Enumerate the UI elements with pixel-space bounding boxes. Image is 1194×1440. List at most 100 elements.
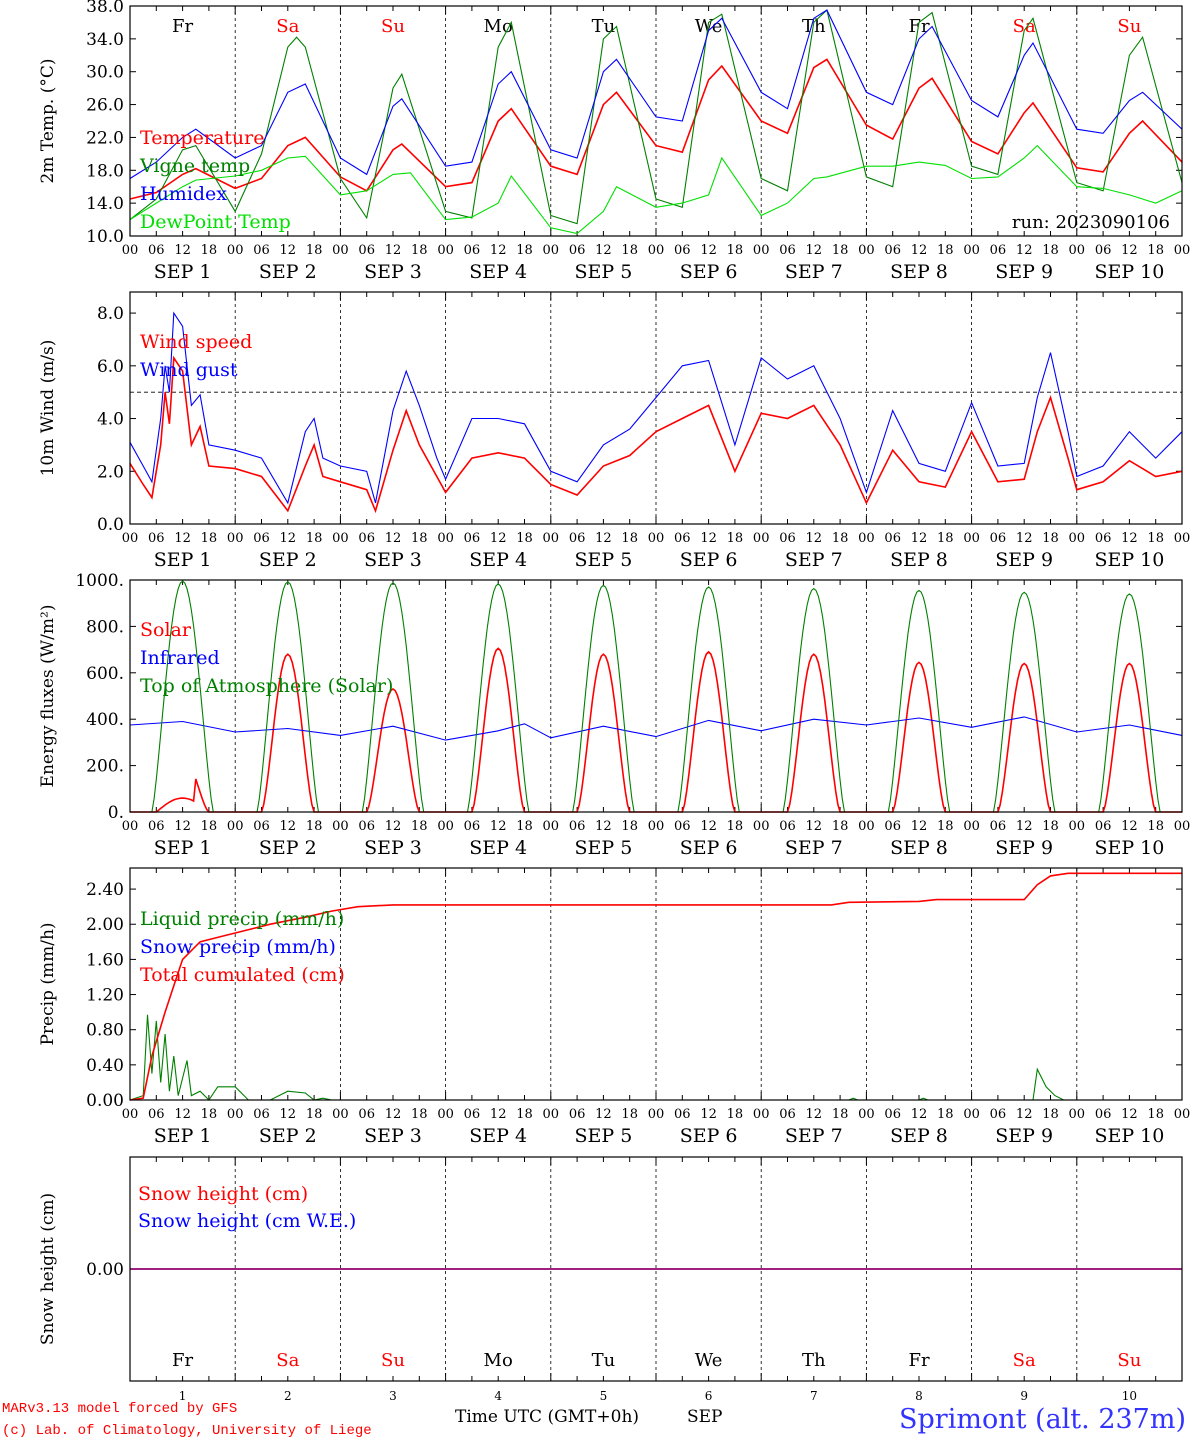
hour-tick-label: 00 (227, 819, 244, 834)
hour-tick-label: 12 (595, 819, 612, 834)
day-name: Su (1117, 1350, 1141, 1371)
hour-tick-label: 18 (937, 531, 954, 546)
hour-tick-label: 00 (1069, 243, 1086, 258)
date-label: SEP 3 (364, 1125, 422, 1147)
hour-tick-label: 00 (1069, 1107, 1086, 1122)
series-line (129, 716, 1183, 741)
hour-tick-label: 18 (1147, 243, 1164, 258)
hour-tick-label: 12 (911, 243, 928, 258)
hour-tick-label: 12 (700, 1107, 717, 1122)
day-name: Fr (172, 1350, 193, 1371)
date-label: SEP 2 (259, 1125, 317, 1147)
hour-tick-label: 06 (990, 243, 1007, 258)
y-tick-label: 400. (86, 710, 124, 730)
hour-tick-label: 06 (990, 531, 1007, 546)
date-label: SEP 10 (1094, 261, 1164, 283)
series-line (129, 1014, 1182, 1101)
date-label: SEP 3 (364, 837, 422, 859)
hour-tick-label: 06 (674, 243, 691, 258)
hour-tick-label: 00 (227, 243, 244, 258)
hour-tick-label: 12 (911, 1107, 928, 1122)
legend-entry: Infrared (140, 647, 220, 669)
day-name: Su (381, 1350, 405, 1371)
hour-tick-label: 00 (543, 819, 560, 834)
hour-tick-label: 00 (1069, 531, 1086, 546)
plot-frame (129, 1156, 1183, 1382)
hour-tick-label: 06 (358, 243, 375, 258)
y-tick-label: 2.00 (86, 915, 124, 935)
hour-tick-label: 18 (1042, 819, 1059, 834)
footer-day-number: 3 (389, 1389, 397, 1403)
hour-tick-label: 00 (437, 531, 454, 546)
hour-tick-label: 00 (332, 531, 349, 546)
legend-entry: Solar (140, 619, 192, 641)
day-name: Su (1117, 16, 1141, 37)
y-tick-label: 0.00 (86, 1260, 124, 1280)
hour-tick-label: 06 (464, 531, 481, 546)
hour-tick-label: 18 (937, 243, 954, 258)
date-label: SEP 4 (469, 261, 527, 283)
hour-tick-label: 00 (1174, 531, 1191, 546)
legend-entry: Wind gust (140, 359, 238, 381)
y-axis-title: 2m Temp. (°C) (38, 58, 58, 183)
hour-tick-label: 06 (779, 531, 796, 546)
hour-tick-label: 12 (1016, 819, 1033, 834)
y-tick-label: 18.0 (86, 161, 124, 181)
hour-tick-label: 06 (569, 243, 586, 258)
hour-tick-label: 18 (832, 531, 849, 546)
hour-tick-label: 00 (1174, 819, 1191, 834)
date-label: SEP 3 (364, 549, 422, 571)
y-tick-label: 30.0 (86, 63, 124, 83)
day-name: Su (381, 16, 405, 37)
y-tick-label: 2.0 (97, 462, 124, 482)
hour-tick-label: 12 (490, 531, 507, 546)
hour-tick-label: 06 (1095, 531, 1112, 546)
hour-tick-label: 12 (385, 243, 402, 258)
date-label: SEP 1 (154, 1125, 212, 1147)
precipitation-panel: 0.00 0.40 0.80 1.20 1.60 2.00 2.40 Precip (mm/h… (38, 867, 1190, 1147)
hour-tick-label: 00 (753, 243, 770, 258)
series-line (129, 9, 1183, 179)
hour-tick-label: 12 (280, 531, 297, 546)
hour-tick-label: 00 (963, 1107, 980, 1122)
hour-tick-label: 00 (543, 531, 560, 546)
hour-tick-label: 12 (806, 531, 823, 546)
hour-tick-label: 18 (1147, 531, 1164, 546)
date-label: SEP 1 (154, 261, 212, 283)
hour-tick-label: 00 (648, 243, 665, 258)
date-label: SEP 9 (995, 837, 1053, 859)
hour-tick-label: 12 (174, 1107, 191, 1122)
hour-tick-label: 12 (1121, 531, 1138, 546)
hour-tick-label: 18 (201, 531, 218, 546)
hour-tick-label: 18 (832, 243, 849, 258)
hour-tick-label: 00 (648, 531, 665, 546)
hour-tick-label: 00 (858, 819, 875, 834)
y-axis-title: Snow height (cm) (38, 1193, 58, 1345)
hour-tick-label: 06 (148, 531, 165, 546)
y-axis-title: Energy fluxes (W/m²) (38, 605, 58, 788)
legend-entry: Liquid precip (mm/h) (140, 908, 344, 930)
y-tick-label: 0.80 (86, 1021, 124, 1041)
y-axis-title: 10m Wind (m/s) (38, 340, 58, 477)
y-tick-label: 0. (108, 803, 124, 823)
day-name: Fr (908, 1350, 929, 1371)
day-name: Mo (484, 16, 513, 37)
series-line (129, 311, 1183, 505)
hour-tick-label: 18 (516, 1107, 533, 1122)
date-label: SEP 4 (469, 549, 527, 571)
day-name: Th (802, 16, 826, 37)
date-label: SEP 7 (785, 261, 843, 283)
hour-tick-label: 06 (148, 243, 165, 258)
footer-day-number: 6 (705, 1389, 713, 1403)
y-tick-label: 10.0 (86, 227, 124, 247)
date-label: SEP 7 (785, 549, 843, 571)
hour-tick-label: 18 (621, 531, 638, 546)
date-label: SEP 6 (680, 1125, 738, 1147)
hour-tick-label: 00 (543, 1107, 560, 1122)
hour-tick-label: 06 (253, 819, 270, 834)
plot-frame (129, 291, 1183, 525)
hour-tick-label: 18 (1147, 1107, 1164, 1122)
hour-tick-label: 00 (437, 1107, 454, 1122)
hour-tick-label: 06 (569, 1107, 586, 1122)
date-label: SEP 4 (469, 1125, 527, 1147)
